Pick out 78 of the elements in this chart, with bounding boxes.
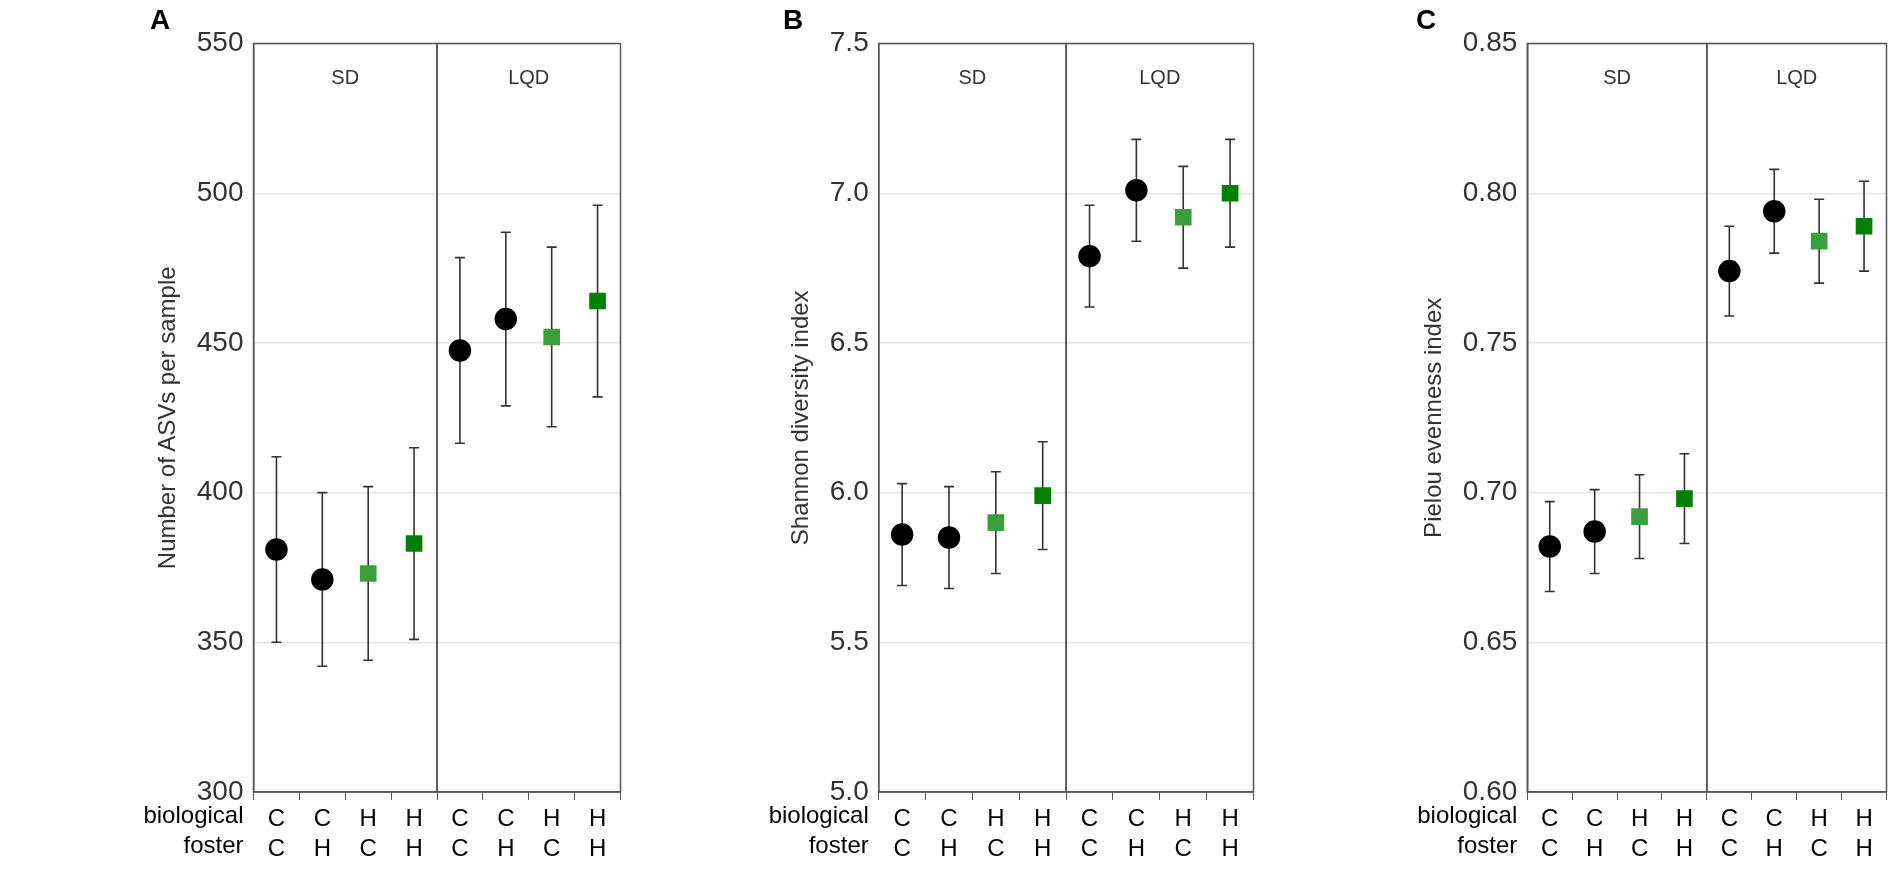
point [890, 523, 914, 546]
x-tick-label: H H [405, 803, 423, 861]
point [494, 307, 518, 331]
point [1538, 535, 1561, 558]
text: foster [1457, 830, 1518, 858]
y-tick-label: 7.0 [829, 176, 869, 207]
x-tick-label: H C [1630, 803, 1649, 861]
x-tick-label: C C [267, 803, 286, 861]
point [937, 526, 961, 549]
y-tick-label: 400 [196, 475, 244, 507]
x-tick-label: C C [1720, 803, 1739, 861]
point [359, 565, 377, 582]
annotation: SD [1603, 66, 1631, 89]
point [1583, 520, 1606, 543]
x-tick-label: H H [1034, 803, 1052, 861]
y-tick-label: 0.75 [1462, 325, 1518, 357]
x-tick-label: C C [893, 803, 911, 861]
annotation: SD [331, 66, 360, 89]
annotation: LQD [1776, 66, 1818, 89]
x-tick-label: H C [1810, 803, 1828, 861]
x-tick-label: C H [940, 803, 958, 861]
y-tick-label: 0.85 [1462, 26, 1518, 58]
y-tick-label: 6.0 [829, 475, 869, 507]
y-axis-title: Shannon diversity index [786, 290, 814, 546]
x-tick-label: H C [543, 803, 561, 861]
y-tick-label: 7.5 [829, 26, 869, 58]
y-tick-label: 500 [196, 176, 244, 207]
x-tick-label: H C [987, 803, 1005, 861]
text: foster [808, 830, 869, 858]
x-tick-label: C C [1080, 803, 1099, 861]
point [543, 328, 561, 346]
text: foster [183, 830, 244, 858]
y-tick-label: 0.80 [1462, 176, 1518, 207]
point [311, 568, 334, 591]
chart-title: C [1416, 3, 1437, 35]
point [1125, 179, 1148, 202]
point [1034, 487, 1052, 504]
chart-title: B [783, 3, 804, 35]
point [589, 292, 606, 310]
y-tick-label: 5.5 [829, 625, 869, 657]
point [1718, 259, 1741, 283]
point [1676, 490, 1693, 507]
x-tick-label: C H [313, 803, 331, 861]
x-tick-label: C H [1127, 803, 1146, 861]
x-tick-label: H H [588, 803, 607, 861]
y-tick-label: 0.65 [1462, 625, 1518, 657]
x-tick-label: C C [451, 803, 469, 861]
point [1221, 184, 1239, 202]
x-tick-label: H H [1675, 803, 1694, 861]
x-tick-label: H C [359, 803, 377, 861]
annotation: LQD [1139, 66, 1181, 89]
y-tick-label: 550 [196, 26, 244, 58]
point [987, 514, 1005, 531]
point [1763, 199, 1786, 223]
x-tick-label: C H [1585, 803, 1604, 861]
point [265, 538, 288, 561]
point [1078, 244, 1101, 268]
annotation: SD [958, 66, 987, 89]
x-tick-label: C C [1541, 803, 1559, 861]
y-tick-label: 350 [196, 625, 244, 657]
y-axis-title: Pielou evenness index [1419, 297, 1447, 538]
x-tick-label: H H [1855, 803, 1873, 861]
y-tick-label: 6.5 [829, 325, 869, 357]
point [1631, 508, 1648, 525]
point [448, 339, 472, 362]
x-tick-label: H H [1221, 803, 1239, 861]
point [405, 535, 423, 552]
y-tick-label: 450 [196, 325, 244, 357]
annotation: LQD [508, 66, 550, 89]
x-tick-label: C H [1765, 803, 1783, 861]
point [1855, 217, 1873, 235]
chart-title: A [150, 3, 171, 35]
y-tick-label: 0.70 [1462, 475, 1518, 507]
x-tick-label: H C [1174, 803, 1192, 861]
x-tick-label: C H [497, 803, 515, 861]
point [1174, 208, 1192, 226]
y-axis-title: Number of ASVs per sample [153, 266, 181, 570]
point [1810, 232, 1828, 250]
